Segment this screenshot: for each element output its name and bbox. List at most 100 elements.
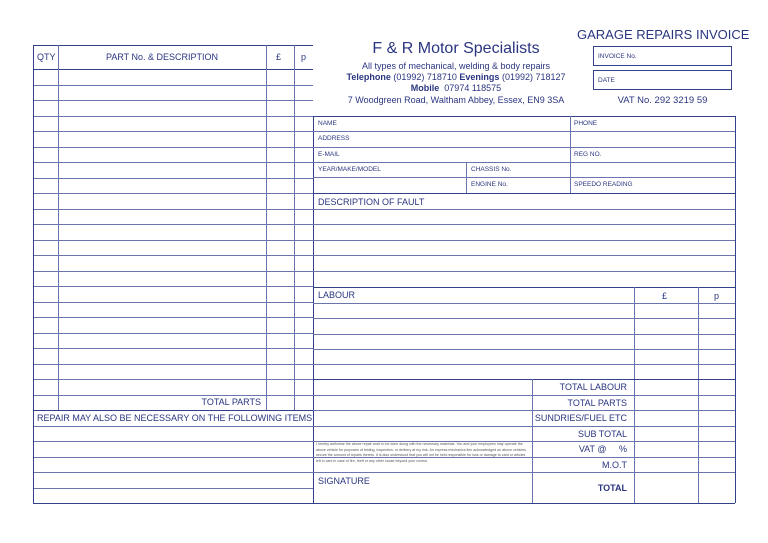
rule (33, 503, 313, 504)
company-address: 7 Woodgreen Road, Waltham Abbey, Essex, … (347, 95, 565, 105)
total-parts-label: TOTAL PARTS (201, 397, 261, 407)
rule (313, 318, 735, 319)
rule (313, 395, 735, 396)
rule (33, 472, 313, 473)
engine-label: ENGINE No. (471, 181, 508, 188)
rule (33, 379, 313, 380)
invoice-title: GARAGE REPAIRS INVOICE (577, 27, 750, 42)
tel: (01992) 718710 (393, 72, 457, 82)
rule (33, 394, 313, 396)
rule (33, 45, 34, 503)
rule (313, 472, 735, 473)
rule (33, 363, 313, 365)
rule (313, 224, 735, 225)
address-label: ADDRESS (318, 135, 350, 142)
rule (33, 193, 313, 194)
tel-label: Telephone (346, 72, 391, 82)
rule (313, 379, 735, 380)
rule (33, 348, 313, 349)
rule (33, 410, 313, 411)
email-label: E-MAIL (318, 151, 340, 158)
date-field[interactable]: DATE (593, 70, 732, 90)
rule (313, 410, 735, 411)
invoice-no-field[interactable]: INVOICE No. (593, 46, 732, 66)
total-parts: TOTAL PARTS (567, 398, 627, 408)
rule (313, 116, 735, 117)
rule (33, 332, 313, 334)
rule (313, 503, 735, 504)
rule (313, 287, 735, 288)
rule (33, 239, 313, 241)
qty-header: QTY (37, 52, 56, 62)
vat-number: VAT No. 292 3219 59 (617, 95, 708, 106)
telephone-line: Telephone (01992) 718710 Evenings (01992… (313, 72, 599, 82)
date-label: DATE (598, 77, 615, 84)
rule (33, 286, 313, 287)
rule (313, 334, 735, 335)
rule (33, 69, 313, 70)
desc-header: PART No. & DESCRIPTION (105, 52, 219, 62)
chassis-label: CHASSIS No. (471, 166, 512, 173)
rule (33, 441, 313, 442)
signature-label: SIGNATURE (318, 476, 370, 486)
rule (313, 457, 735, 458)
grand-total: TOTAL (597, 483, 627, 493)
rule (313, 131, 735, 132)
rule (33, 146, 313, 148)
rule (735, 116, 736, 503)
rule (33, 162, 313, 163)
rule (58, 45, 59, 410)
labour-pound: £ (662, 291, 668, 301)
name-label: NAME (318, 120, 337, 127)
rule (313, 303, 735, 304)
rule (33, 270, 313, 272)
mobile-line: Mobile 07974 118575 (313, 83, 599, 93)
sundries: SUNDRIES/FUEL ETC (534, 413, 627, 423)
rule (33, 177, 313, 179)
rule (313, 364, 735, 365)
rule (313, 255, 735, 256)
rule (33, 45, 313, 46)
rule (33, 100, 313, 101)
mot: M.O.T (602, 460, 627, 470)
rule (33, 208, 313, 210)
total-labour: TOTAL LABOUR (559, 382, 627, 392)
rule (33, 301, 313, 303)
labour-p: p (714, 291, 720, 301)
rule (33, 426, 313, 427)
rule (33, 115, 313, 117)
rule (570, 116, 571, 193)
reg-label: REG NO. (574, 151, 602, 158)
repair-note: REPAIR MAY ALSO BE NECESSARY ON THE FOLL… (37, 413, 313, 423)
tagline: All types of mechanical, welding & body … (361, 61, 551, 71)
rule (532, 379, 533, 503)
sub-total: SUB TOTAL (577, 429, 627, 439)
speedo-label: SPEEDO READING (574, 181, 633, 188)
rule (313, 147, 735, 148)
rule (313, 240, 735, 241)
rule (313, 177, 735, 178)
rule (33, 131, 313, 132)
mob: 07974 118575 (444, 83, 502, 93)
rule (313, 441, 735, 442)
invoice-no-label: INVOICE No. (598, 53, 637, 60)
rule (313, 209, 735, 210)
mob-label: Mobile (410, 83, 440, 93)
rule (466, 162, 467, 193)
rule (313, 271, 735, 272)
pound-header: £ (276, 52, 282, 62)
rule (313, 426, 735, 427)
rule (33, 457, 313, 458)
rule (313, 349, 735, 350)
rule (33, 84, 313, 86)
p-header: p (301, 52, 307, 62)
rule (313, 193, 735, 194)
rule (313, 116, 314, 503)
ymm-label: YEAR/MAKE/MODEL (318, 166, 381, 173)
rule (33, 488, 313, 489)
phone-label: PHONE (574, 120, 598, 127)
rule (313, 162, 735, 163)
eve-label: Evenings (459, 72, 500, 82)
labour-label: LABOUR (318, 290, 356, 300)
rule (33, 224, 313, 225)
